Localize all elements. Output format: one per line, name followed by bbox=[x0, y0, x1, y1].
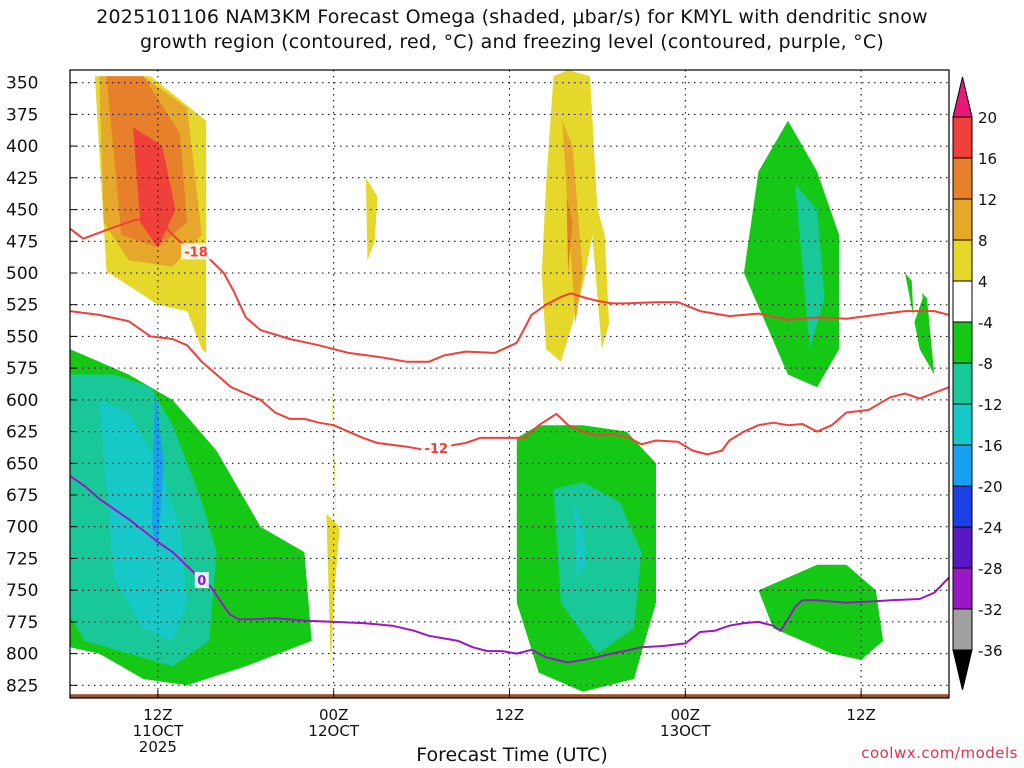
colorbar-label: -32 bbox=[978, 601, 1003, 619]
colorbar-label: -8 bbox=[978, 355, 993, 373]
gridlines bbox=[70, 70, 949, 698]
y-tick-label: 500 bbox=[6, 264, 38, 284]
omega-region-22 bbox=[574, 501, 586, 578]
x-tick-label: 12Z bbox=[495, 706, 524, 724]
contour-line-1 bbox=[70, 310, 949, 456]
omega-region-26 bbox=[758, 564, 884, 660]
y-tick-label: 725 bbox=[6, 549, 38, 569]
omega-region-7 bbox=[587, 171, 610, 350]
colorbar-label: 8 bbox=[978, 232, 988, 250]
colorbar-box bbox=[952, 444, 973, 487]
colorbar-box bbox=[952, 608, 973, 651]
omega-region-17 bbox=[407, 146, 429, 248]
y-tick-label: 375 bbox=[6, 105, 38, 125]
colorbar-label: -4 bbox=[978, 314, 993, 332]
colorbar-box bbox=[952, 321, 973, 364]
x-tick-label: 12Z bbox=[143, 706, 172, 724]
y-tick-label: 600 bbox=[6, 391, 38, 411]
colorbar-box bbox=[952, 157, 973, 200]
omega-region-10 bbox=[365, 177, 378, 261]
y-tick-label: 550 bbox=[6, 327, 38, 347]
colorbar-box bbox=[952, 280, 973, 323]
colorbar-label: -36 bbox=[978, 642, 1003, 660]
colorbar-box bbox=[952, 239, 973, 282]
y-tick-label: 625 bbox=[6, 423, 38, 443]
y-tick-label: 575 bbox=[6, 359, 38, 379]
omega-region-3 bbox=[133, 127, 176, 248]
omega-region-28 bbox=[908, 203, 923, 324]
contour-label: 0 bbox=[197, 574, 206, 589]
colorbar-label: -16 bbox=[978, 437, 1003, 455]
x-tick-label: 00Z bbox=[671, 706, 700, 724]
y-tick-label: 775 bbox=[6, 613, 38, 633]
colorbar-label: 20 bbox=[978, 109, 997, 127]
chart-title-line-1: 2025101106 NAM3KM Forecast Omega (shaded… bbox=[96, 6, 928, 28]
colorbar-label: 12 bbox=[978, 191, 997, 209]
colorbar-box bbox=[952, 403, 973, 446]
x-tick-label: 12Z bbox=[846, 706, 875, 724]
colorbar-min-triangle bbox=[952, 649, 973, 691]
contour-label: -18 bbox=[184, 245, 208, 260]
y-axis: 350 375 400 425 450 475 500 525 550 575 600 625 650 6… bbox=[6, 74, 77, 696]
x-tick-label: 12OCT bbox=[308, 722, 359, 740]
colorbar-label: -28 bbox=[978, 560, 1003, 578]
y-tick-label: 750 bbox=[6, 581, 38, 601]
y-tick-label: 825 bbox=[6, 676, 38, 696]
x-tick-label: 2025 bbox=[139, 738, 177, 756]
colorbar-box bbox=[952, 116, 973, 159]
colorbar-label: -20 bbox=[978, 478, 1003, 496]
contour-layer: -18 -12 0 bbox=[70, 217, 949, 664]
x-tick-label: 11OCT bbox=[133, 722, 184, 740]
y-tick-label: 475 bbox=[6, 232, 38, 252]
contour-label: -12 bbox=[425, 442, 449, 457]
y-tick-label: 675 bbox=[6, 486, 38, 506]
contour-label-bg bbox=[194, 572, 209, 588]
colorbar: -36 -32 -28 -24 -20 -16 -12 -8 -4 4 8 12 16 20 bbox=[952, 76, 1003, 691]
y-tick-label: 525 bbox=[6, 296, 38, 316]
colorbar-box bbox=[952, 567, 973, 610]
x-tick-label: 13OCT bbox=[660, 722, 711, 740]
omega-region-8 bbox=[562, 120, 583, 324]
contour-label-bg bbox=[181, 243, 211, 260]
y-tick-label: 350 bbox=[6, 74, 38, 94]
omega-region-5 bbox=[330, 349, 337, 527]
y-tick-label: 450 bbox=[6, 201, 38, 221]
x-tick-label: 00Z bbox=[319, 706, 348, 724]
y-tick-label: 700 bbox=[6, 518, 38, 538]
site-credit: coolwx.com/models bbox=[861, 744, 1018, 762]
contour-label-bg bbox=[421, 440, 452, 457]
contour-line-2 bbox=[70, 475, 949, 664]
y-tick-label: 650 bbox=[6, 454, 38, 474]
omega-region-4 bbox=[326, 514, 340, 667]
y-tick-label: 400 bbox=[6, 137, 38, 157]
colorbar-box bbox=[952, 526, 973, 569]
omega-region-14 bbox=[99, 399, 188, 641]
omega-fill-layer bbox=[70, 70, 949, 698]
colorbar-label: 16 bbox=[978, 150, 997, 168]
colorbar-max-triangle bbox=[952, 76, 973, 118]
omega-region-27 bbox=[905, 273, 935, 375]
omega-region-15 bbox=[152, 387, 164, 553]
x-axis-label: Forecast Time (UTC) bbox=[416, 744, 608, 766]
colorbar-label: 4 bbox=[978, 273, 988, 291]
omega-region-25 bbox=[795, 184, 825, 350]
colorbar-label: -12 bbox=[978, 396, 1003, 414]
omega-region-9 bbox=[566, 196, 573, 273]
colorbar-box bbox=[952, 198, 973, 241]
colorbar-box bbox=[952, 485, 973, 528]
y-tick-label: 800 bbox=[6, 645, 38, 665]
colorbar-label: -24 bbox=[978, 519, 1003, 537]
chart-title-line-2: growth region (contoured, red, °C) and f… bbox=[140, 31, 884, 53]
y-tick-label: 425 bbox=[6, 169, 38, 189]
colorbar-box bbox=[952, 362, 973, 405]
omega-region-16 bbox=[367, 349, 400, 667]
